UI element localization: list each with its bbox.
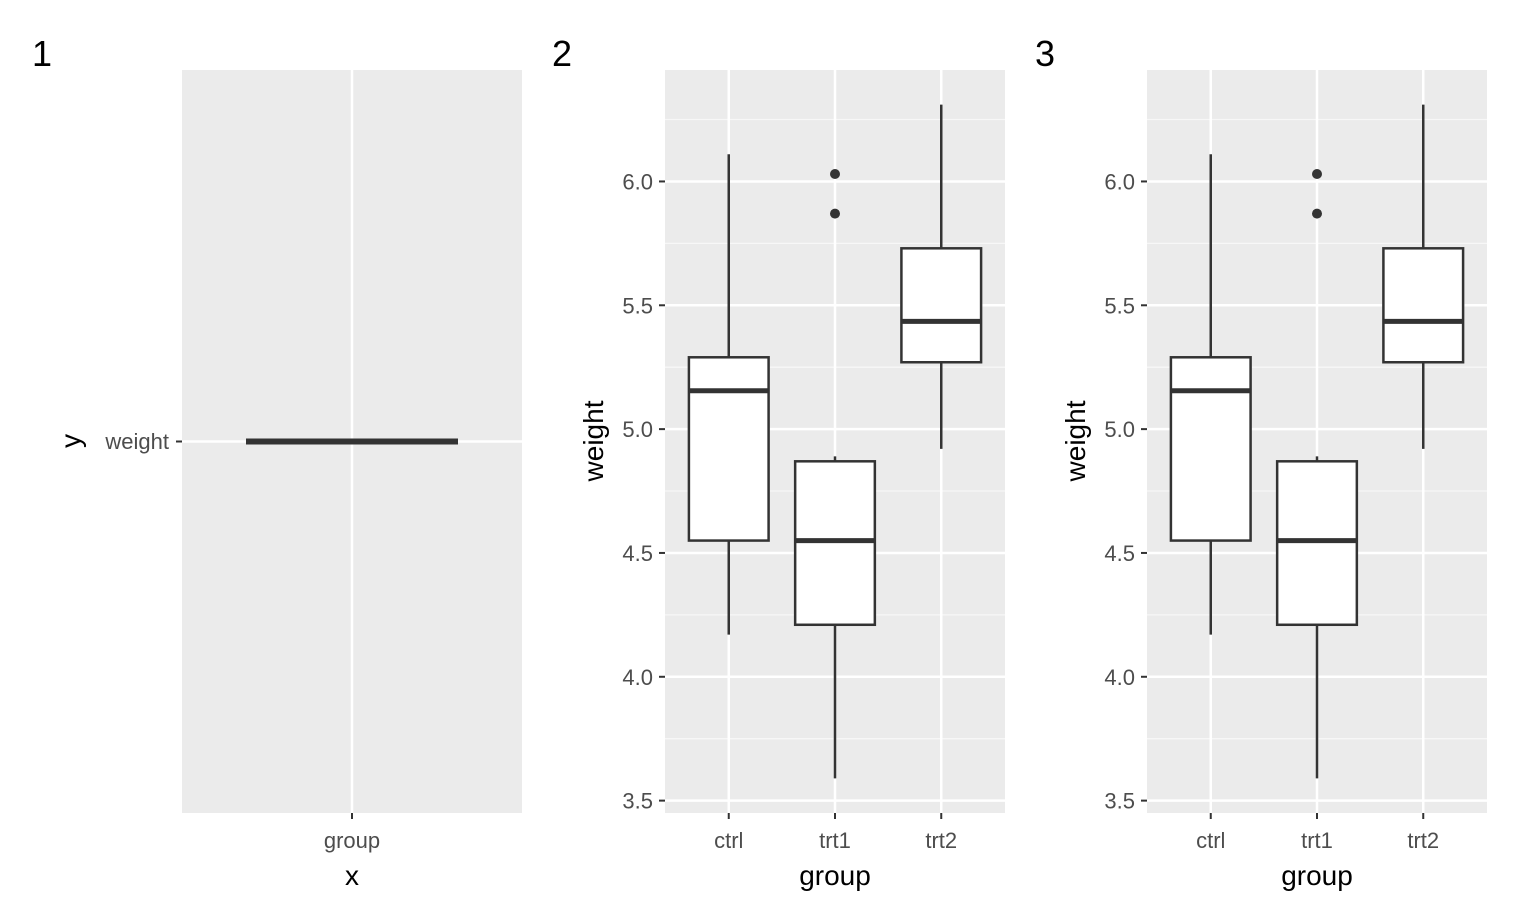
iqr-box [687, 356, 770, 542]
panel-3-tag: 3 [1035, 33, 1055, 74]
outlier-point [1312, 169, 1322, 180]
iqr-box [1169, 356, 1252, 542]
panel-2-tag: 2 [552, 33, 572, 74]
outlier-point [830, 169, 840, 180]
panel-3-y-tick-label: 4.0 [1104, 665, 1135, 690]
panel-3: 3 3.5 4.0 4.5 5.0 5.5 6.0 ctrl trt1 trt2 group w… [1035, 33, 1487, 891]
panel-3-x-axis-title: group [1281, 860, 1353, 891]
panel-2-marks [687, 104, 983, 779]
panel-2-y-axis-title: weight [578, 400, 609, 482]
panel-2-x-tick-label: ctrl [714, 828, 743, 853]
panel-1-y-axis-title: y [55, 434, 86, 448]
panel-3-box-ctrl [1169, 154, 1252, 635]
outlier-point [1312, 208, 1322, 219]
panel-2-y-tick-label: 5.5 [622, 293, 653, 318]
panel-1-x-tick-label: group [324, 828, 380, 853]
outlier-point [830, 208, 840, 219]
panel-3-y-tick-label: 5.5 [1104, 293, 1135, 318]
panel-2-y-tick-label: 3.5 [622, 789, 653, 814]
panel-2-y-tick-label: 5.0 [622, 417, 653, 442]
panel-2-y-tick-label: 4.5 [622, 541, 653, 566]
panel-1-y-tick-label: weight [104, 429, 169, 454]
panel-2-box-trt1 [793, 169, 877, 779]
iqr-box [900, 247, 983, 364]
panel-2-x-tick-label: trt2 [925, 828, 957, 853]
panel-1-x-axis-title: x [345, 860, 359, 891]
panel-2: 2 3.5 4.0 4.5 5.0 5.5 6.0 ctrl trt1 trt2 group w… [552, 33, 1005, 891]
panel-1: 1 weight group x y [32, 33, 522, 891]
panel-3-x-tick-label: ctrl [1196, 828, 1225, 853]
panel-3-y-tick-label: 3.5 [1104, 789, 1135, 814]
panel-3-x-tick-label: trt2 [1407, 828, 1439, 853]
panel-3-y-tick-label: 6.0 [1104, 169, 1135, 194]
panel-2-axes: 3.5 4.0 4.5 5.0 5.5 6.0 ctrl trt1 trt2 [622, 169, 957, 853]
panel-2-box-trt2 [900, 104, 983, 449]
iqr-box [1382, 247, 1465, 364]
panel-3-axes: 3.5 4.0 4.5 5.0 5.5 6.0 ctrl trt1 trt2 [1104, 169, 1439, 853]
panel-2-y-tick-label: 4.0 [622, 665, 653, 690]
panel-3-box-trt1 [1275, 169, 1359, 779]
panel-3-y-tick-label: 4.5 [1104, 541, 1135, 566]
panel-2-y-tick-label: 6.0 [622, 169, 653, 194]
panel-1-tag: 1 [32, 33, 52, 74]
panel-3-y-tick-label: 5.0 [1104, 417, 1135, 442]
panel-3-box-trt2 [1382, 104, 1465, 449]
panel-2-box-ctrl [687, 154, 770, 635]
panel-2-x-tick-label: trt1 [819, 828, 851, 853]
panel-2-x-axis-title: group [799, 860, 871, 891]
panel-3-x-tick-label: trt1 [1301, 828, 1333, 853]
panel-3-y-axis-title: weight [1060, 400, 1091, 482]
panel-3-marks [1169, 104, 1465, 779]
